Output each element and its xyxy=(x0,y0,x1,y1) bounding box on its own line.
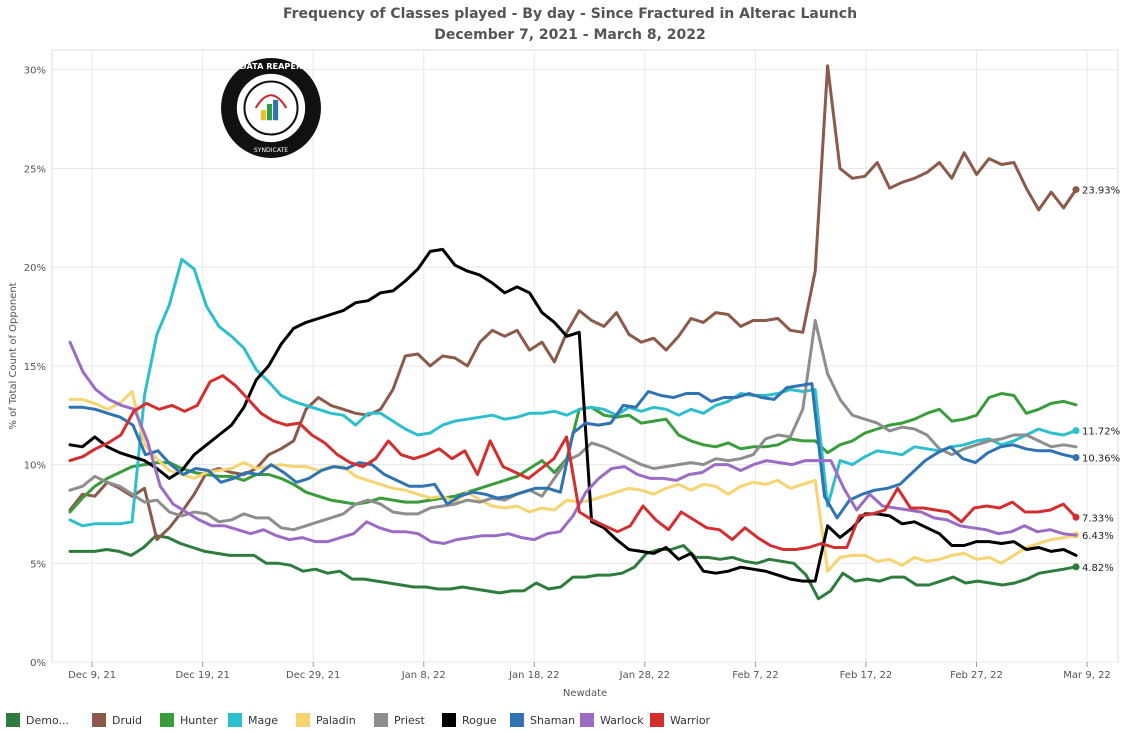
svg-text:SYNDICATE: SYNDICATE xyxy=(254,147,288,154)
legend-item-paladin: Paladin xyxy=(296,713,374,727)
legend-label: Priest xyxy=(394,713,425,727)
legend-item-demo: Demo... xyxy=(6,713,92,727)
series-end-label-druid: 23.93% xyxy=(1082,186,1120,197)
x-tick-label: Jan 18, 22 xyxy=(508,670,559,681)
legend-label: Warrior xyxy=(670,713,711,727)
legend-item-hunter: Hunter xyxy=(160,713,228,727)
legend-item-priest: Priest xyxy=(374,713,442,727)
legend-label: Druid xyxy=(112,713,143,727)
legend-swatch xyxy=(442,713,456,727)
legend-label: Mage xyxy=(248,713,278,727)
legend-item-warlock: Warlock xyxy=(580,713,650,727)
series-end-label-demo: 4.82% xyxy=(1082,563,1114,574)
legend-swatch xyxy=(6,713,20,727)
x-tick-label: Jan 8, 22 xyxy=(401,670,446,681)
series-line-warrior xyxy=(68,374,1078,551)
legend-swatch xyxy=(650,713,664,727)
x-tick-label: Dec 29, 21 xyxy=(286,670,340,681)
series-line-shaman xyxy=(68,382,1078,520)
legend-swatch xyxy=(92,713,106,727)
series-line-druid xyxy=(68,64,1078,542)
chart-subtitle: December 7, 2021 - March 8, 2022 xyxy=(434,27,706,43)
series-end-label-warrior: 7.33% xyxy=(1082,513,1114,524)
legend-label: Shaman xyxy=(530,713,576,727)
legend: Demo... Druid Hunter Mage Paladin Priest Rogue… xyxy=(6,710,720,730)
legend-swatch xyxy=(374,713,388,727)
x-tick-label: Dec 19, 21 xyxy=(175,670,229,681)
y-tick-label: 0% xyxy=(30,658,46,669)
y-tick-label: 10% xyxy=(24,461,46,472)
title-block: Frequency of Classes played - By day - S… xyxy=(0,4,1140,46)
svg-text:DATA REAPER: DATA REAPER xyxy=(240,61,303,71)
legend-label: Warlock xyxy=(600,713,644,727)
y-tick-label: 15% xyxy=(24,362,46,373)
x-tick-label: Feb 17, 22 xyxy=(840,670,893,681)
series-line-paladin xyxy=(68,390,1078,573)
x-tick-label: Mar 9, 22 xyxy=(1063,670,1111,681)
legend-item-shaman: Shaman xyxy=(510,713,580,727)
x-tick-label: Dec 9, 21 xyxy=(68,670,116,681)
legend-item-mage: Mage xyxy=(228,713,296,727)
series-line-warlock xyxy=(68,340,1078,545)
legend-swatch xyxy=(580,713,594,727)
series-end-label-mage: 11.72% xyxy=(1082,427,1120,438)
legend-item-druid: Druid xyxy=(92,713,160,727)
legend-item-warrior: Warrior xyxy=(650,713,720,727)
legend-item-rogue: Rogue xyxy=(442,713,510,727)
y-tick-label: 25% xyxy=(24,164,46,175)
series-line-rogue xyxy=(68,247,1078,583)
y-tick-label: 5% xyxy=(30,559,46,570)
series-line-mage xyxy=(68,257,1078,528)
series-end-point-demo xyxy=(1072,563,1080,571)
series-end-label-paladin: 6.43% xyxy=(1082,531,1114,542)
series-line-priest xyxy=(68,319,1078,532)
legend-swatch xyxy=(228,713,242,727)
series-end-label-shaman: 10.36% xyxy=(1082,453,1120,464)
legend-swatch xyxy=(160,713,174,727)
series-end-point-warrior xyxy=(1072,513,1080,521)
series-end-point-druid xyxy=(1072,186,1080,194)
data-reaper-logo: DATA REAPER SYNDICATE xyxy=(221,58,321,158)
x-tick-label: Feb 7, 22 xyxy=(732,670,778,681)
chart-title: Frequency of Classes played - By day - S… xyxy=(282,6,858,22)
y-axis-label: % of Total Count of Opponent xyxy=(8,282,19,429)
legend-label: Rogue xyxy=(462,713,497,727)
y-tick-label: 20% xyxy=(24,263,46,274)
y-tick-label: 30% xyxy=(24,66,46,77)
series-line-demo xyxy=(68,534,1078,601)
series-end-point-mage xyxy=(1072,427,1080,435)
x-axis-label: Newdate xyxy=(563,688,607,699)
series-end-point-shaman xyxy=(1072,453,1080,461)
legend-label: Hunter xyxy=(180,713,218,727)
legend-label: Demo... xyxy=(26,713,69,727)
x-tick-label: Jan 28, 22 xyxy=(619,670,670,681)
legend-swatch xyxy=(510,713,524,727)
x-tick-label: Feb 27, 22 xyxy=(950,670,1003,681)
legend-label: Paladin xyxy=(316,713,356,727)
plot-area xyxy=(51,49,1119,663)
legend-swatch xyxy=(296,713,310,727)
